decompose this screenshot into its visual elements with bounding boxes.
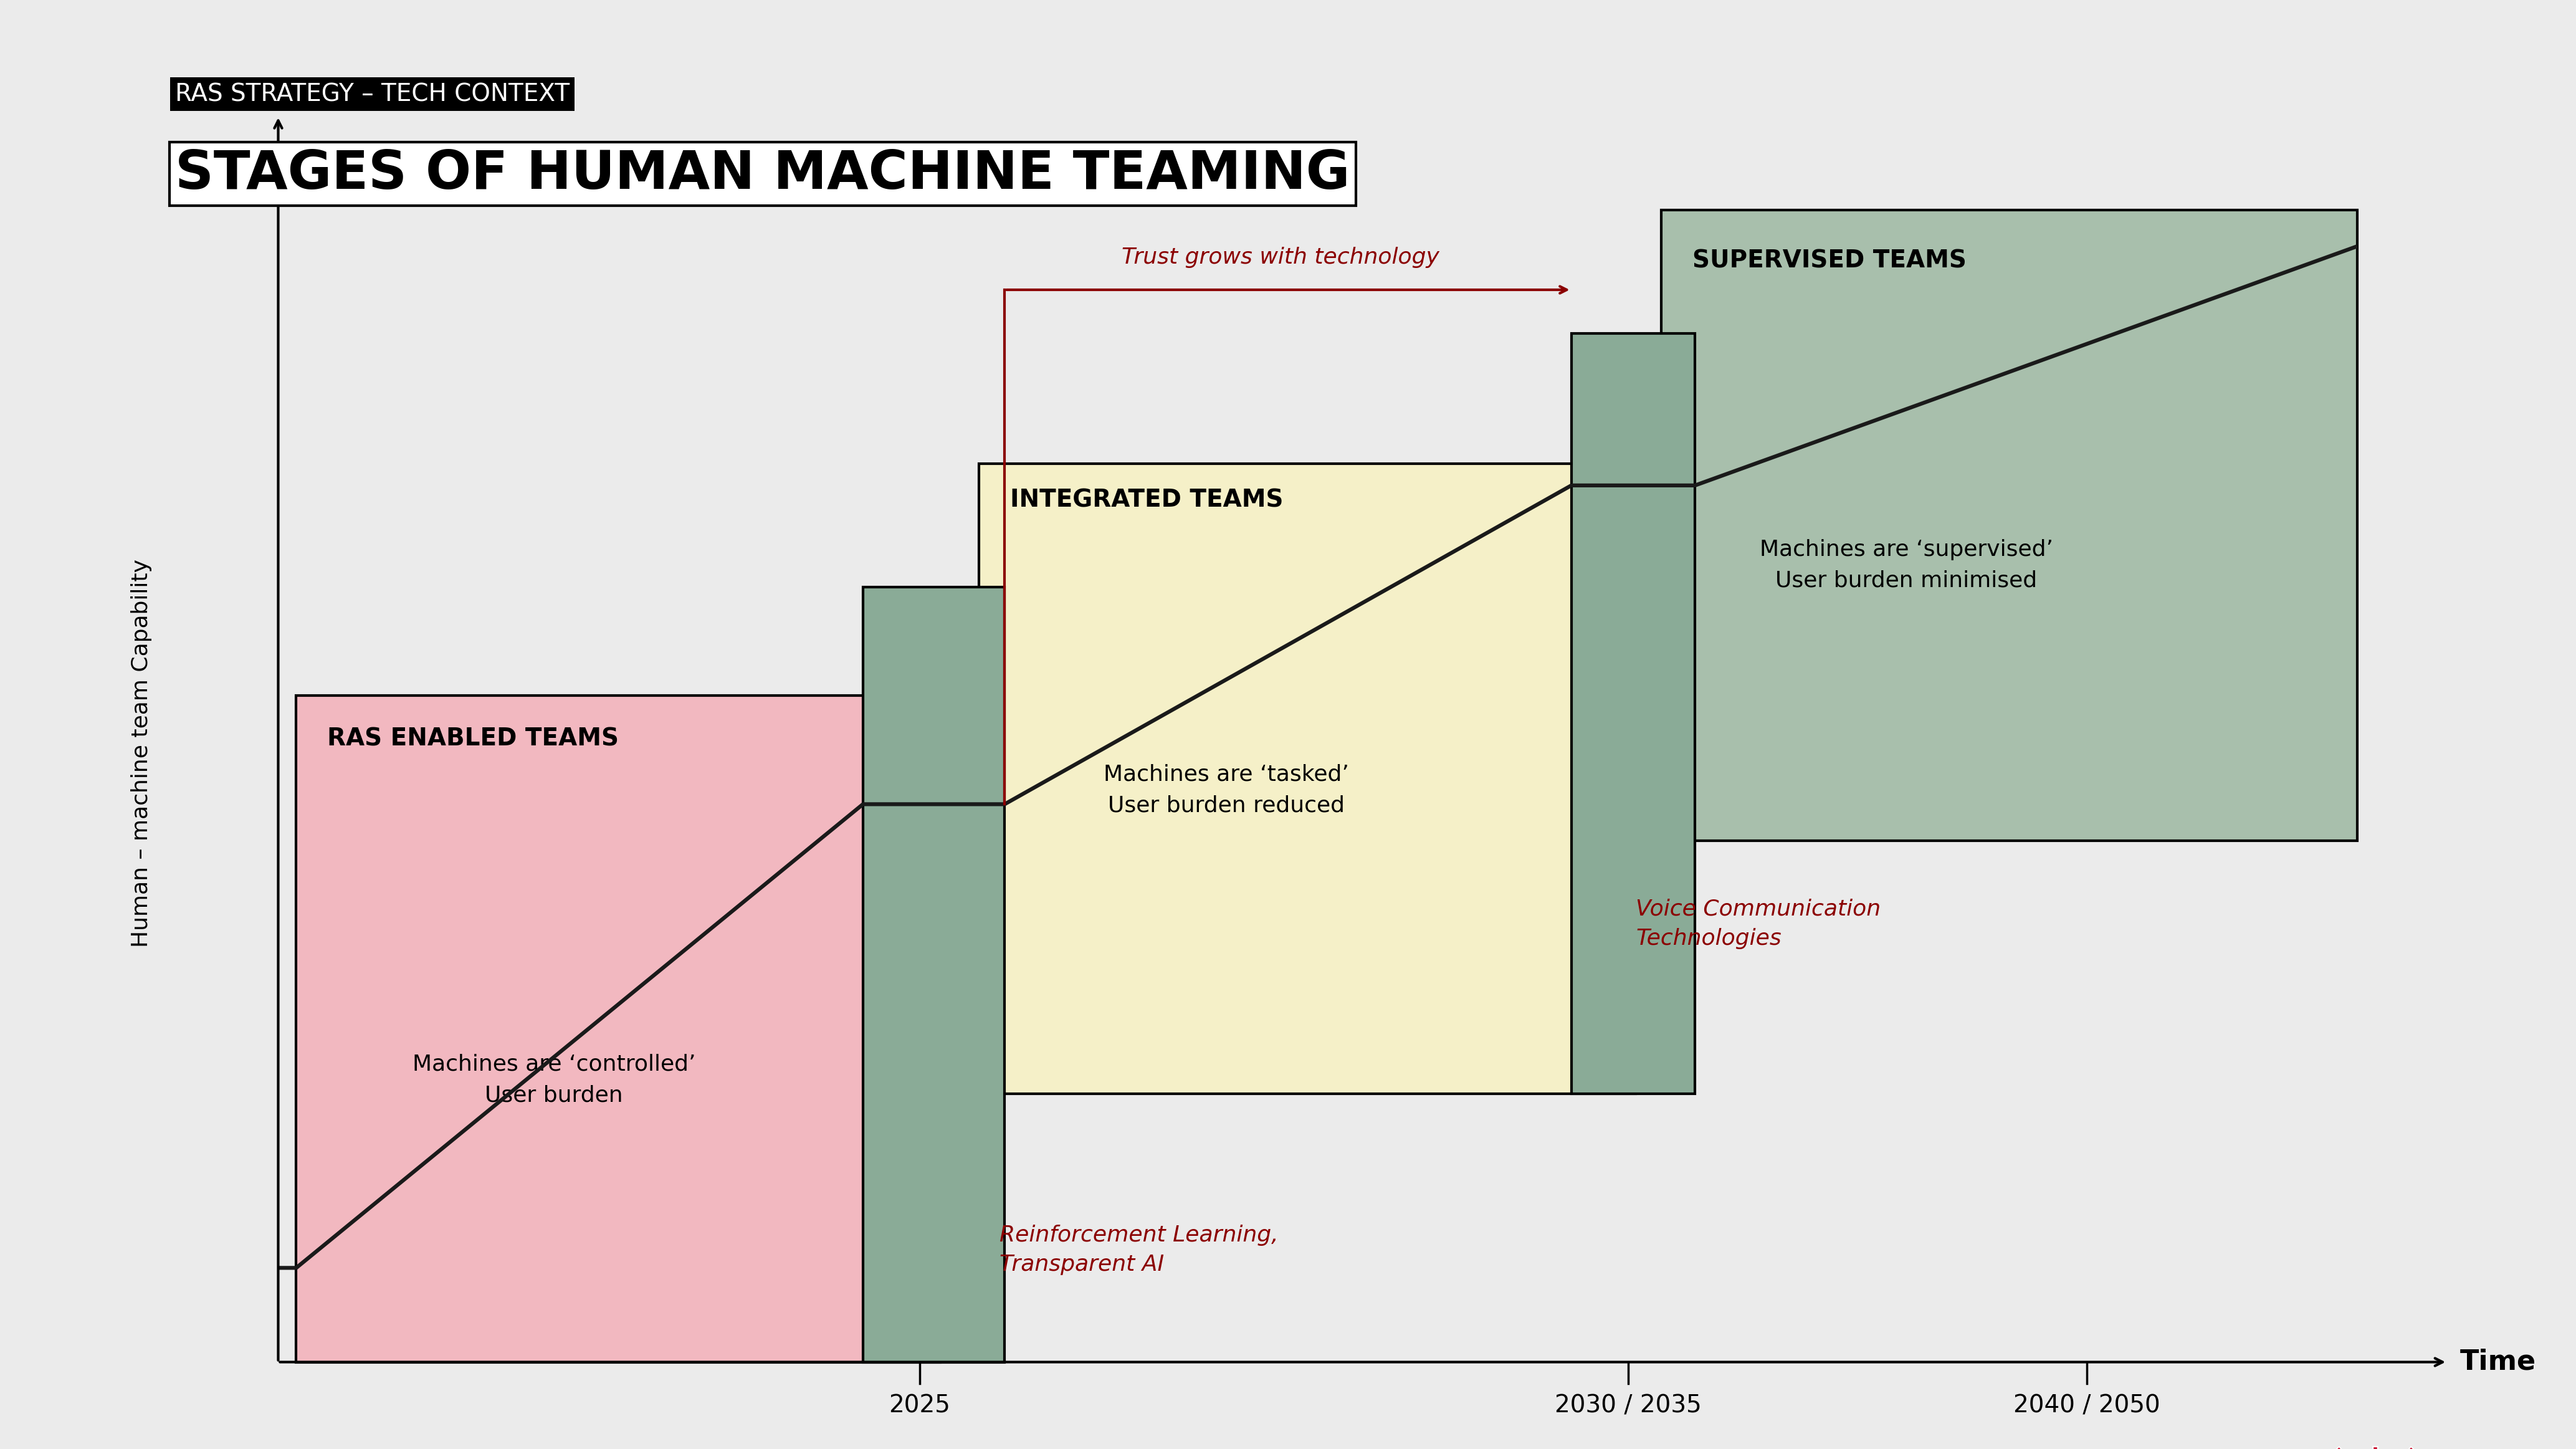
Text: 2025: 2025	[889, 1394, 951, 1417]
Bar	[979, 464, 1636, 1094]
Bar	[1571, 333, 1695, 1094]
Text: STAGES OF HUMAN MACHINE TEAMING: STAGES OF HUMAN MACHINE TEAMING	[175, 148, 1350, 200]
Text: RAS ENABLED TEAMS: RAS ENABLED TEAMS	[327, 727, 618, 751]
Text: Trust grows with technology: Trust grows with technology	[1121, 246, 1440, 268]
Text: 2040 / 2050: 2040 / 2050	[2012, 1394, 2161, 1417]
Bar	[863, 587, 1005, 1362]
Text: Human – machine team Capability: Human – machine team Capability	[131, 559, 152, 948]
Bar	[1662, 210, 2357, 840]
Text: Reinforcement Learning,
Transparent AI: Reinforcement Learning, Transparent AI	[999, 1224, 1278, 1275]
Text: 2030 / 2035: 2030 / 2035	[1553, 1394, 1703, 1417]
Text: RAS STRATEGY – TECH CONTEXT: RAS STRATEGY – TECH CONTEXT	[175, 83, 569, 106]
Bar	[296, 696, 940, 1362]
Text: Machines are ‘supervised’
User burden minimised: Machines are ‘supervised’ User burden mi…	[1759, 539, 2053, 591]
Text: Machines are ‘tasked’
User burden reduced: Machines are ‘tasked’ User burden reduce…	[1103, 764, 1350, 816]
Text: Voice Communication
Technologies: Voice Communication Technologies	[1636, 898, 1880, 949]
Text: Machines are ‘controlled’
User burden: Machines are ‘controlled’ User burden	[412, 1053, 696, 1106]
Text: SUPERVISED TEAMS: SUPERVISED TEAMS	[1692, 249, 1965, 272]
Text: Time: Time	[2460, 1349, 2537, 1375]
Text: INTEGRATED TEAMS: INTEGRATED TEAMS	[1010, 488, 1283, 511]
